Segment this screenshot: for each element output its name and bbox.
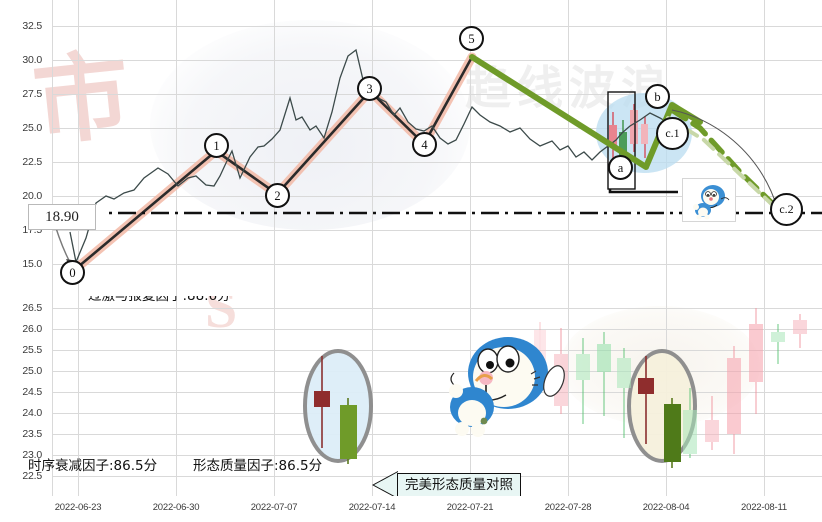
wave-label-0[interactable]: 0 — [60, 260, 85, 285]
candle-left-1 — [314, 356, 330, 448]
measure-line — [608, 189, 678, 194]
candle-left-2 — [340, 398, 357, 464]
bottom-plot-svg — [303, 308, 807, 468]
wave-label-5[interactable]: 5 — [459, 26, 484, 51]
radar-label-left: 时序衰减因子:86.5分 — [28, 458, 158, 474]
mascot-icon-top — [693, 185, 730, 220]
corrective-projection-line — [669, 107, 781, 212]
mascot-box-top — [682, 178, 736, 222]
projection-arc — [671, 109, 779, 211]
wave-label-c1[interactable]: c.1 — [656, 117, 689, 150]
bot-ytick-4: 24.5 — [22, 386, 42, 398]
xtick-2: 2022-07-07 — [250, 502, 298, 513]
bot-ytick-5: 24.0 — [22, 407, 42, 419]
wave-label-3[interactable]: 3 — [357, 76, 382, 101]
top-ytick-7: 15.0 — [22, 258, 42, 270]
xtick-3: 2022-07-14 — [348, 502, 396, 513]
price-tag-value: 18.90 — [28, 204, 96, 230]
x-axis: 2022-06-23 2022-06-30 2022-07-07 2022-07… — [0, 496, 822, 522]
top-price-pane: 市 趋线波浪 32.5 30.0 27.5 25.0 22.5 20.0 17.… — [22, 0, 822, 296]
wave-label-1[interactable]: 1 — [204, 133, 229, 158]
xtick-6: 2022-08-04 — [642, 502, 690, 513]
candle-right-1 — [638, 356, 654, 444]
bot-ytick-2: 25.5 — [22, 344, 42, 356]
mascot-center — [449, 337, 565, 437]
candle-right-2 — [664, 398, 681, 468]
wave-label-b[interactable]: b — [645, 84, 670, 109]
bot-ytick-1: 26.0 — [22, 323, 42, 335]
watermark-s: S — [205, 296, 238, 340]
wave-label-a[interactable]: a — [608, 155, 633, 180]
top-ytick-1: 30.0 — [22, 54, 42, 66]
xtick-1: 2022-06-30 — [152, 502, 200, 513]
radar-label-top: 过激与报复因子:88.6分 — [88, 296, 231, 304]
price-tag-arrow — [93, 204, 109, 228]
bot-ytick-8: 22.5 — [22, 470, 42, 482]
xtick-7: 2022-08-11 — [741, 502, 787, 513]
xtick-0: 2022-06-23 — [54, 502, 102, 513]
xtick-5: 2022-07-28 — [544, 502, 592, 513]
bottom-candlestick-pane: S 26.5 26.0 25.5 25.0 24.5 24.0 23.5 23.… — [0, 296, 822, 496]
watermark-blob — [150, 20, 470, 230]
top-ytick-4: 22.5 — [22, 156, 42, 168]
wave-label-c2[interactable]: c.2 — [770, 193, 803, 226]
bot-ytick-6: 23.5 — [22, 428, 42, 440]
radar-label-right: 形态质量因子:86.5分 — [193, 458, 323, 474]
top-plot-svg — [51, 48, 822, 277]
top-ytick-0: 32.5 — [22, 20, 42, 32]
callout-arrow — [374, 472, 398, 498]
top-ytick-5: 20.0 — [22, 190, 42, 202]
impulse-halo — [67, 52, 477, 277]
top-ytick-3: 25.0 — [22, 122, 42, 134]
bot-ytick-7: 23.0 — [22, 449, 42, 461]
bot-ytick-3: 25.0 — [22, 365, 42, 377]
wave-label-4[interactable]: 4 — [412, 132, 437, 157]
xtick-4: 2022-07-21 — [446, 502, 494, 513]
bot-ytick-0: 26.5 — [22, 302, 42, 314]
wave-label-2[interactable]: 2 — [265, 183, 290, 208]
impulse-wave-line — [70, 55, 474, 274]
top-ytick-2: 27.5 — [22, 88, 42, 100]
